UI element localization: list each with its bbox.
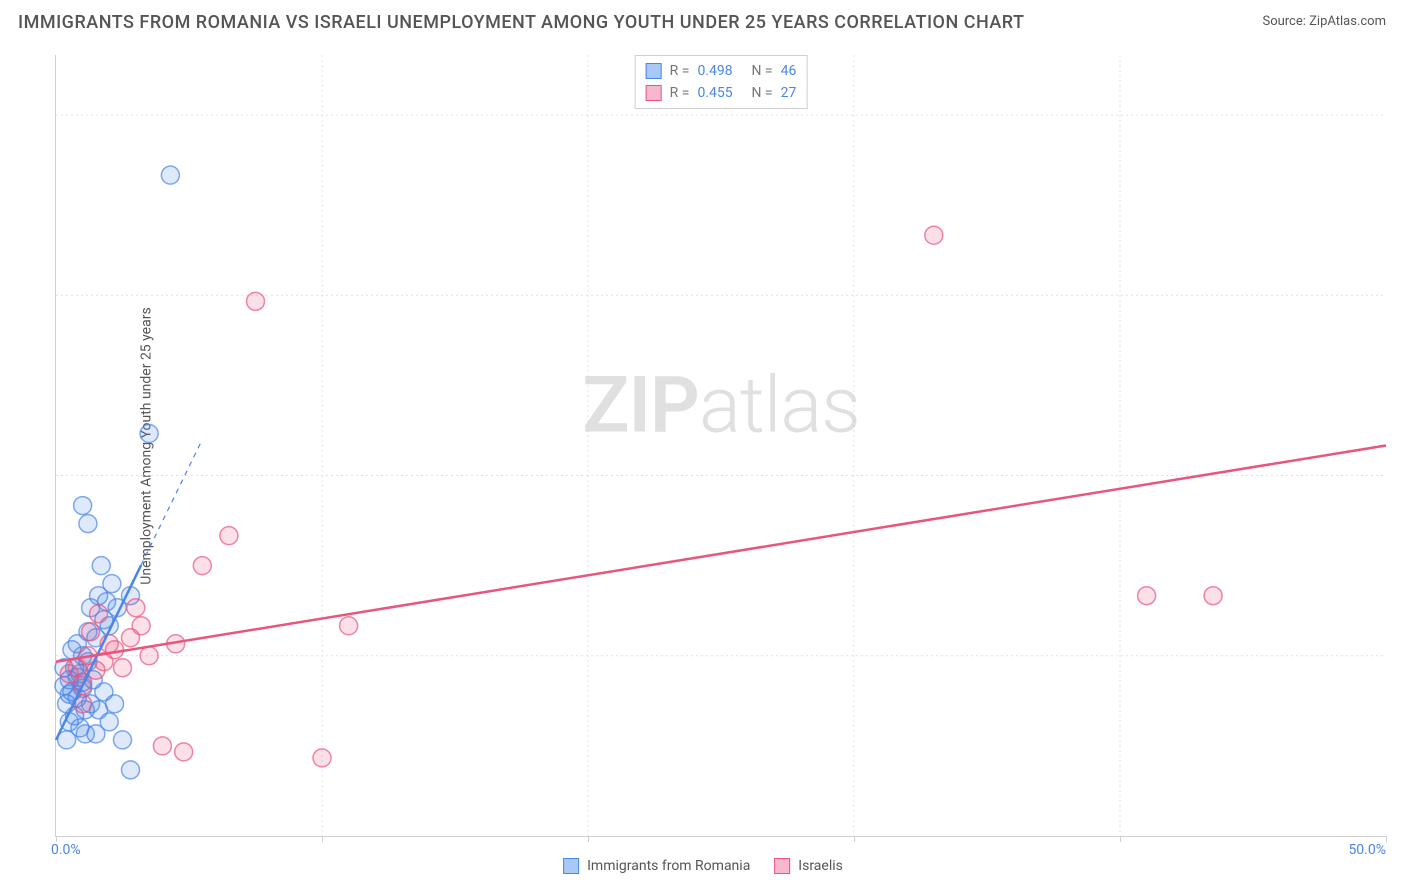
n-label: N = bbox=[751, 85, 772, 101]
swatch-series-1 bbox=[774, 858, 790, 874]
swatch-series-0 bbox=[563, 858, 579, 874]
plot-area: R = 0.498 N = 46 R = 0.455 N = 27 ZIPatl… bbox=[55, 55, 1386, 837]
swatch-series-0 bbox=[646, 63, 662, 79]
n-value-0: 46 bbox=[781, 63, 797, 79]
n-value-1: 27 bbox=[781, 85, 797, 101]
legend-item-0: Immigrants from Romania bbox=[563, 858, 750, 874]
x-tick-label: 0.0% bbox=[51, 842, 81, 858]
correlation-legend: R = 0.498 N = 46 R = 0.455 N = 27 bbox=[635, 55, 808, 109]
series-name-0: Immigrants from Romania bbox=[587, 858, 750, 874]
legend-item-1: Israelis bbox=[774, 858, 843, 874]
x-tick-label: 50.0% bbox=[1348, 842, 1386, 858]
r-value-0: 0.498 bbox=[697, 63, 743, 79]
n-label: N = bbox=[751, 63, 772, 79]
swatch-series-1 bbox=[646, 85, 662, 101]
r-value-1: 0.455 bbox=[697, 85, 743, 101]
legend-row-series-0: R = 0.498 N = 46 bbox=[646, 60, 797, 82]
r-label: R = bbox=[670, 63, 690, 79]
chart-title: IMMIGRANTS FROM ROMANIA VS ISRAELI UNEMP… bbox=[18, 12, 1025, 33]
series-name-1: Israelis bbox=[798, 858, 843, 874]
r-label: R = bbox=[670, 85, 690, 101]
source-label: Source: ZipAtlas.com bbox=[1262, 14, 1386, 29]
series-legend: Immigrants from Romania Israelis bbox=[563, 858, 843, 874]
legend-row-series-1: R = 0.455 N = 27 bbox=[646, 82, 797, 104]
scatter-svg bbox=[56, 55, 1386, 836]
